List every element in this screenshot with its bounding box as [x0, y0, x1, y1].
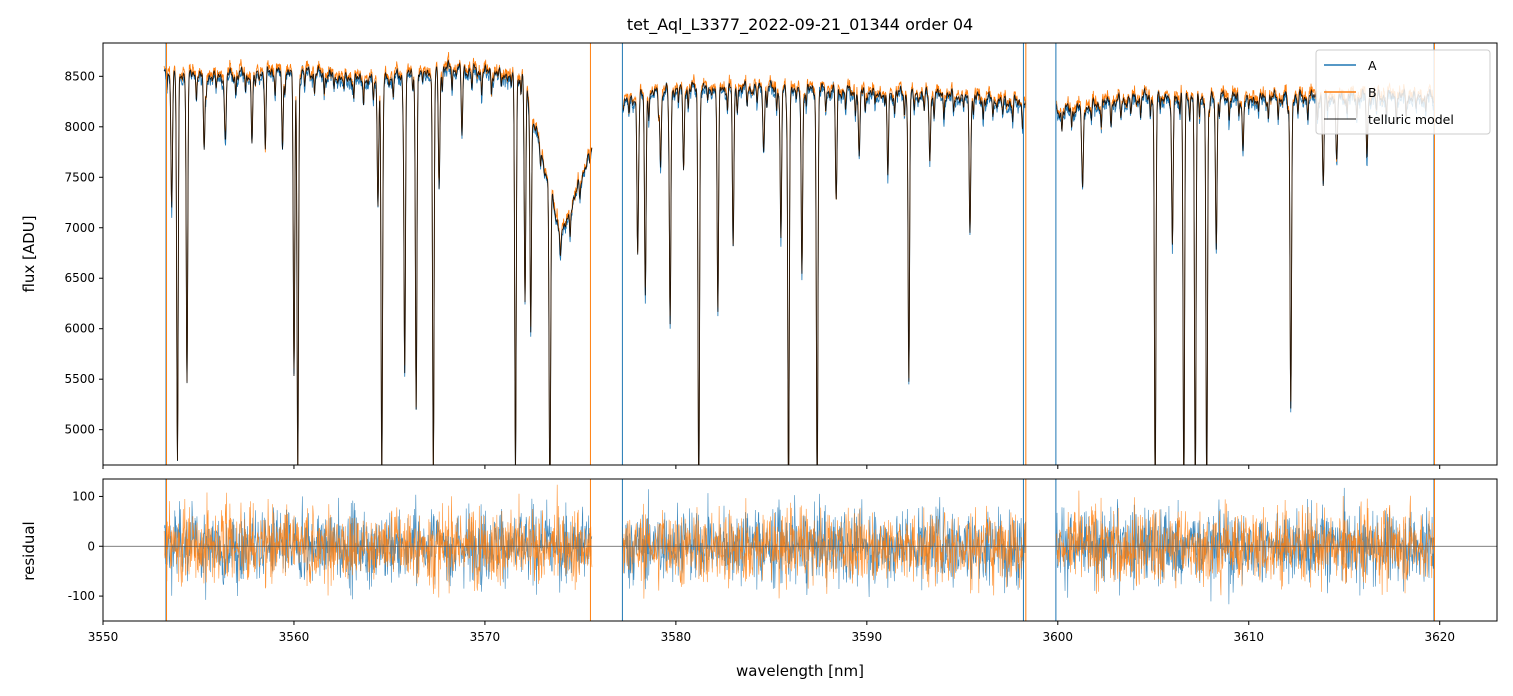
x-tick-label-3570: 3570 — [470, 630, 501, 644]
telluric-model-line-1 — [621, 79, 1026, 465]
residual-b-line-2 — [1055, 490, 1435, 596]
legend-label-telluric: telluric model — [1368, 112, 1454, 127]
main-y-tick-label-6000: 6000 — [64, 322, 95, 336]
residual-y-tick-label-100: 100 — [72, 489, 95, 503]
residual-series-group — [103, 479, 1497, 621]
x-tick-label-3600: 3600 — [1043, 630, 1074, 644]
residual-plot-area: -100 0 100 3550 3560 3570 3580 3590 3600 3610 362… — [20, 478, 1498, 680]
main-y-axis: 5000 5500 6000 6500 7000 7500 8000 8500 — [64, 69, 103, 437]
x-tick-label-3580: 3580 — [661, 630, 692, 644]
residual-a-line-0 — [163, 494, 593, 600]
x-tick-label-3610: 3610 — [1233, 630, 1264, 644]
residual-x-axis: 3550 3560 3570 3580 3590 3600 3610 3620 — [88, 621, 1455, 644]
residual-b-line-0 — [163, 484, 593, 598]
x-tick-label-3590: 3590 — [852, 630, 883, 644]
main-y-tick-label-7500: 7500 — [64, 170, 95, 184]
main-y-tick-label-8000: 8000 — [64, 120, 95, 134]
x-axis-label: wavelength [nm] — [736, 662, 864, 680]
legend-label-a: A — [1368, 58, 1377, 73]
main-series-group — [163, 43, 1435, 465]
main-x-axis — [102, 465, 1441, 469]
main-y-tick-label-6500: 6500 — [64, 271, 95, 285]
main-y-axis-label: flux [ADU] — [20, 215, 38, 292]
series-b-line-1 — [622, 74, 1026, 465]
main-y-tick-label-5000: 5000 — [64, 423, 95, 437]
x-tick-label-3620: 3620 — [1424, 630, 1455, 644]
x-tick-label-3550: 3550 — [88, 630, 119, 644]
legend-label-b: B — [1368, 85, 1377, 100]
residual-y-tick-label-0: 0 — [87, 539, 95, 553]
residual-a-line-1 — [622, 489, 1026, 597]
telluric-model-line-0 — [163, 59, 593, 465]
legend-box — [1315, 49, 1491, 135]
chart-title: tet_Aql_L3377_2022-09-21_01344 order 04 — [627, 15, 973, 35]
legend: A B telluric model — [1315, 49, 1491, 135]
main-plot-area: 5000 5500 6000 6500 7000 7500 8000 8500 flux [A… — [20, 42, 1498, 469]
main-y-tick-label-5500: 5500 — [64, 372, 95, 386]
main-y-tick-label-7000: 7000 — [64, 221, 95, 235]
main-axes-frame — [102, 42, 1498, 466]
x-tick-label-3560: 3560 — [279, 630, 310, 644]
residual-axes-frame — [102, 478, 1498, 622]
residual-y-axis-label: residual — [20, 521, 38, 580]
residual-b-line-1 — [622, 498, 1026, 599]
residual-y-tick-label--100: -100 — [68, 589, 95, 603]
residual-y-axis: -100 0 100 — [68, 489, 103, 603]
main-y-tick-label-8500: 8500 — [64, 69, 95, 83]
